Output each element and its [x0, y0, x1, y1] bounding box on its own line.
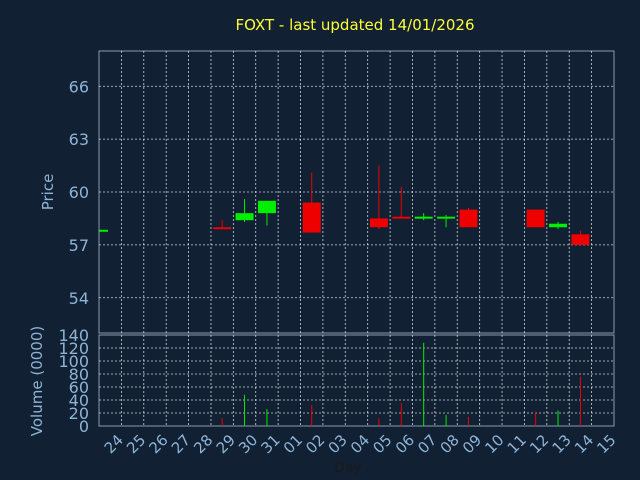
candle-body [571, 234, 590, 245]
candle [526, 209, 545, 228]
price-tick-label: 60 [69, 183, 89, 202]
candle [369, 165, 388, 230]
candle-body [414, 216, 433, 219]
volume-tick-label: 0 [79, 417, 89, 436]
price-tick-label: 54 [69, 289, 89, 308]
candle [302, 172, 321, 233]
price-panel: 54 57 60 63 66 [69, 50, 615, 334]
volume-axis-label: Volume (0000) [28, 326, 46, 436]
volume-tick-label: 40 [69, 391, 89, 410]
candle [437, 214, 456, 228]
x-axis-label: Day [334, 460, 362, 476]
candle-body [302, 202, 321, 233]
candle [213, 220, 232, 230]
candle-body [549, 223, 568, 228]
volume-tick-label: 140 [58, 326, 89, 345]
chart-title: FOXT - last updated 14/01/2026 [235, 16, 474, 34]
candle-body [235, 213, 254, 221]
price-tick-label: 66 [69, 77, 89, 96]
candle-body [213, 227, 232, 230]
candle [257, 200, 276, 226]
candle [549, 221, 568, 230]
candle [414, 213, 433, 221]
candle-body [526, 209, 545, 228]
candle [392, 186, 411, 219]
candle [99, 229, 108, 232]
candle-body [459, 209, 478, 228]
candle-body [257, 200, 276, 214]
volume-tick-label: 100 [58, 352, 89, 371]
price-axis-label: Price [39, 174, 57, 211]
candle [235, 199, 254, 222]
candle [571, 230, 590, 245]
volume-tick-label: 120 [58, 339, 89, 358]
candle-body [437, 216, 456, 219]
volume-tick-label: 20 [69, 404, 89, 423]
candle-body [392, 216, 411, 219]
candle [459, 207, 478, 228]
volume-tick-label: 60 [69, 378, 89, 397]
price-tick-label: 57 [69, 236, 89, 255]
volume-tick-label: 80 [69, 365, 89, 384]
price-tick-label: 63 [69, 130, 89, 149]
candle-body [369, 218, 388, 228]
candle-body [99, 229, 108, 232]
volume-plot-frame [98, 334, 615, 427]
